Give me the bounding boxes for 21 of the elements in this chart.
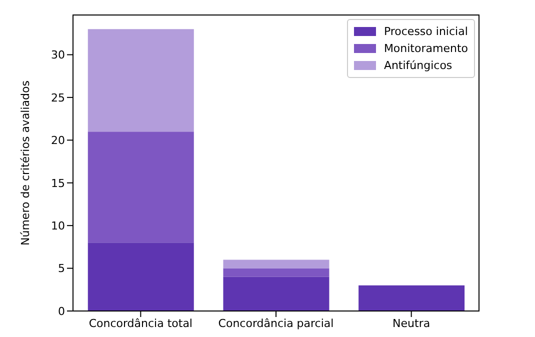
bar bbox=[88, 29, 194, 132]
x-tick-label: Concordância parcial bbox=[218, 316, 334, 330]
y-tick-label: 20 bbox=[51, 134, 65, 148]
y-axis-title: Número de critérios avaliados bbox=[18, 80, 32, 246]
bar bbox=[223, 260, 330, 268]
y-tick-label: 15 bbox=[51, 176, 65, 190]
x-tick-label: Concordância total bbox=[88, 316, 193, 330]
bar bbox=[223, 268, 330, 277]
bar bbox=[358, 285, 465, 311]
bar bbox=[223, 276, 330, 311]
legend-label: Monitoramento bbox=[384, 41, 468, 57]
y-tick-label: 25 bbox=[51, 91, 65, 104]
y-tick-label: 10 bbox=[51, 219, 65, 232]
y-tick-label: 0 bbox=[58, 304, 65, 318]
x-tick-label: Neutra bbox=[392, 316, 430, 330]
bar bbox=[88, 242, 194, 311]
y-tick-label: 5 bbox=[58, 262, 65, 276]
y-tick-label: 30 bbox=[51, 48, 65, 62]
bar bbox=[88, 132, 194, 243]
legend-label: Antifúngicos bbox=[384, 58, 452, 74]
legend-label: Processo inicial bbox=[384, 24, 468, 40]
